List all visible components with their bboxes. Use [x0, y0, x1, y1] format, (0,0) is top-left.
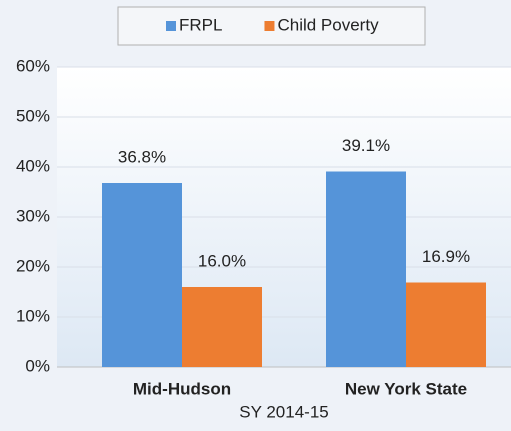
data-label: 16.9%: [422, 247, 470, 266]
y-tick-label: 60%: [16, 56, 50, 75]
y-tick-label: 0%: [25, 356, 50, 375]
data-label: 16.0%: [198, 251, 246, 270]
data-label: 39.1%: [342, 136, 390, 155]
legend-swatch: [166, 21, 176, 31]
y-tick-label: 10%: [16, 306, 50, 325]
bar: [406, 282, 486, 367]
y-tick-label: 50%: [16, 106, 50, 125]
legend-label: Child Poverty: [277, 15, 379, 34]
bar: [182, 287, 262, 367]
y-tick-label: 40%: [16, 156, 50, 175]
data-label: 36.8%: [118, 147, 166, 166]
bar: [102, 183, 182, 367]
y-tick-label: 20%: [16, 256, 50, 275]
legend-swatch: [264, 21, 275, 31]
y-tick-label: 30%: [16, 206, 50, 225]
legend-label: FRPL: [179, 15, 222, 34]
x-tick-label: New York State: [345, 379, 467, 398]
bar: [326, 171, 406, 367]
x-axis-label: SY 2014-15: [239, 402, 328, 421]
x-tick-label: Mid-Hudson: [133, 379, 231, 398]
